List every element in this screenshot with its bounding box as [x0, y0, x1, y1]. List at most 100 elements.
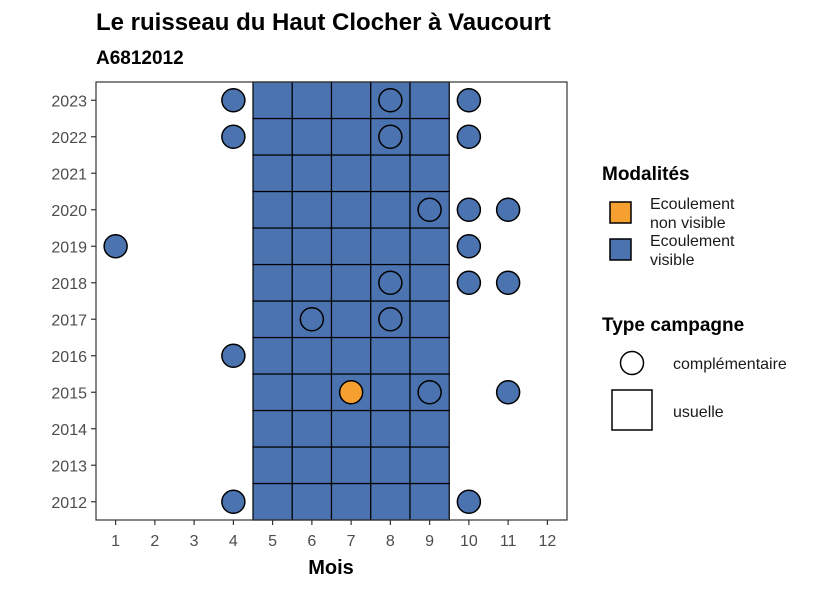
- point-complementaire: [456, 234, 482, 259]
- tile-usuelle: [252, 263, 293, 302]
- tile-usuelle: [291, 336, 333, 375]
- x-axis-title: Mois: [308, 557, 354, 579]
- tile-usuelle: [370, 373, 411, 412]
- point-complementaire: [378, 307, 403, 332]
- y-tick-label: 2016: [51, 349, 87, 366]
- tile-usuelle: [252, 117, 293, 156]
- legend-circle-icon: [619, 350, 645, 376]
- tile-usuelle: [409, 409, 450, 448]
- point-complementaire: [417, 380, 442, 405]
- point-complementaire: [456, 124, 482, 149]
- x-tick-label: 10: [460, 533, 478, 550]
- point-complementaire: [495, 380, 521, 405]
- legend-swatch-non-visible: [609, 201, 632, 224]
- legend-label-non-visible: Ecoulement non visible: [650, 196, 739, 232]
- point-complementaire: [456, 88, 482, 113]
- tile-usuelle: [330, 154, 372, 193]
- chart-title: Le ruisseau du Haut Clocher à Vaucourt: [96, 9, 551, 36]
- y-tick-label: 2015: [51, 385, 87, 402]
- legend-label-usuelle: usuelle: [673, 404, 724, 421]
- tile-usuelle: [252, 154, 293, 193]
- chart-subtitle: A6812012: [96, 48, 184, 69]
- y-tick-label: 2013: [51, 458, 87, 475]
- tile-usuelle: [409, 117, 450, 156]
- tile-usuelle: [291, 81, 333, 120]
- tile-usuelle: [252, 227, 293, 266]
- tile-usuelle: [252, 373, 293, 412]
- y-tick-label: 2012: [51, 495, 87, 512]
- tile-usuelle: [330, 190, 372, 229]
- tile-usuelle: [409, 81, 450, 120]
- tile-usuelle: [291, 263, 333, 302]
- y-tick-label: 2020: [51, 203, 87, 220]
- x-tick-label: 6: [307, 533, 316, 550]
- tile-usuelle: [252, 81, 293, 120]
- tile-usuelle: [409, 154, 450, 193]
- x-tick-label: 9: [425, 533, 434, 550]
- x-tick-label: 4: [229, 533, 238, 550]
- tile-usuelle: [291, 482, 333, 521]
- point-complementaire: [417, 197, 442, 222]
- tile-usuelle: [409, 263, 450, 302]
- x-tick-label: 11: [500, 533, 517, 550]
- tile-usuelle: [252, 336, 293, 375]
- tile-usuelle: [330, 81, 372, 120]
- tile-usuelle: [291, 190, 333, 229]
- x-tick-label: 7: [347, 533, 356, 550]
- x-tick-label: 8: [386, 533, 395, 550]
- tile-usuelle: [330, 263, 372, 302]
- y-tick-label: 2018: [51, 276, 87, 293]
- tile-usuelle: [330, 336, 372, 375]
- tile-usuelle: [330, 117, 372, 156]
- x-tick-label: 1: [111, 533, 120, 550]
- tile-usuelle: [409, 300, 450, 339]
- tile-usuelle: [370, 154, 411, 193]
- y-tick-label: 2014: [51, 422, 87, 439]
- y-tick-label: 2022: [51, 130, 87, 147]
- point-complementaire: [221, 489, 246, 514]
- y-tick-label: 2021: [51, 166, 87, 183]
- tile-usuelle: [252, 446, 293, 485]
- tile-usuelle: [409, 336, 450, 375]
- legend-title-modalites: Modalités: [602, 164, 690, 185]
- tile-usuelle: [252, 409, 293, 448]
- plot-area: [96, 81, 567, 521]
- legend-square-icon: [611, 389, 653, 431]
- x-tick-label: 3: [190, 533, 199, 550]
- tile-usuelle: [330, 300, 372, 339]
- plot-border: [95, 81, 568, 521]
- point-complementaire: [495, 197, 521, 222]
- tile-usuelle: [291, 117, 333, 156]
- point-complementaire: [221, 124, 246, 149]
- tile-usuelle: [409, 227, 450, 266]
- point-complementaire: [456, 197, 482, 222]
- tile-usuelle: [370, 190, 411, 229]
- axes: 2012 2013 2014 2015 2016 2017 2018 2019 2020 2021…: [51, 81, 568, 550]
- point-complementaire: [221, 343, 246, 368]
- tile-usuelle: [252, 300, 293, 339]
- point-complementaire: [456, 489, 482, 514]
- tile-usuelle: [291, 409, 333, 448]
- legend-label-visible: Ecoulement visible: [650, 233, 739, 269]
- tile-usuelle: [330, 482, 372, 521]
- tile-usuelle: [330, 227, 372, 266]
- y-tick-label: 2017: [51, 312, 87, 329]
- tile-usuelle: [330, 446, 372, 485]
- point-complementaire: [495, 270, 521, 295]
- tile-usuelle: [291, 373, 333, 412]
- point-complementaire: [103, 234, 128, 259]
- legend-swatch-visible: [609, 238, 632, 261]
- tile-usuelle: [370, 227, 411, 266]
- y-tick-label: 2019: [51, 239, 87, 256]
- tile-usuelle: [409, 482, 450, 521]
- tile-usuelle: [252, 482, 293, 521]
- y-tick-label: 2023: [51, 93, 87, 110]
- x-tick-label: 2: [150, 533, 159, 550]
- tile-usuelle: [291, 227, 333, 266]
- x-tick-label: 5: [268, 533, 277, 550]
- legend-title-type-campagne: Type campagne: [602, 315, 744, 336]
- tile-usuelle: [291, 154, 333, 193]
- tile-usuelle: [330, 409, 372, 448]
- tile-usuelle: [370, 336, 411, 375]
